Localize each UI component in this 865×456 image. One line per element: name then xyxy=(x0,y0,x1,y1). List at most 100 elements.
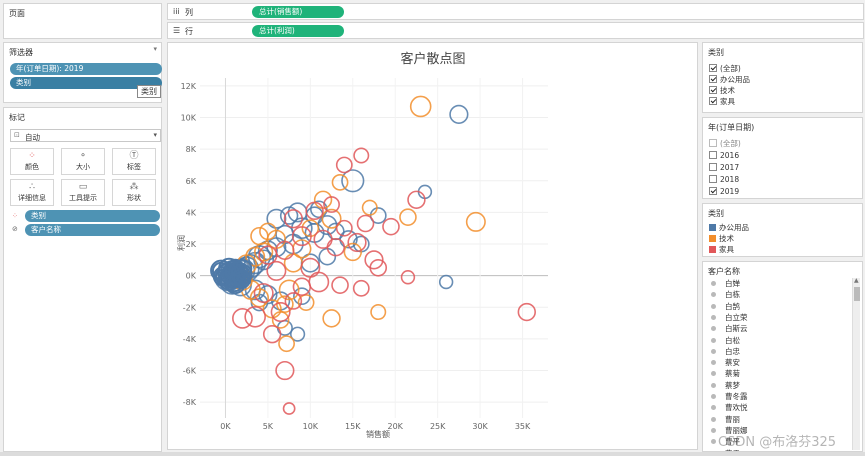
customer-filter-item[interactable]: 白鹄 xyxy=(703,301,740,312)
scatter-point[interactable] xyxy=(400,270,416,285)
scatter-point[interactable] xyxy=(341,169,365,193)
scatter-point[interactable] xyxy=(284,292,303,310)
chart-panel[interactable]: 客户散点图 12K 10K 8K 6K 4K 2K 0K -2K -4K -6K -8K 0K 5K 10… xyxy=(167,42,698,450)
filter-pill-category[interactable]: 类别 xyxy=(10,77,162,89)
scatter-point[interactable] xyxy=(323,196,340,213)
columns-pill-sales[interactable]: 总计(销售额) xyxy=(252,6,344,18)
customer-filter-item[interactable]: 曹平 xyxy=(703,436,740,447)
scatter-point[interactable] xyxy=(297,294,315,311)
shape-button[interactable]: ⁂ 形状 xyxy=(112,179,156,206)
scroll-up-icon[interactable]: ▲ xyxy=(854,277,859,284)
scatter-point[interactable] xyxy=(438,274,454,290)
scatter-point[interactable] xyxy=(300,257,321,278)
scatter-point[interactable] xyxy=(517,302,536,322)
scatter-point[interactable] xyxy=(291,226,312,247)
scatter-point[interactable] xyxy=(262,299,282,319)
year-filter-item[interactable]: 2019 xyxy=(709,186,739,197)
category-filter-item[interactable]: 技术 xyxy=(709,85,735,96)
mark-type-select[interactable]: ⊡ 自动 ▾ xyxy=(10,129,161,142)
columns-shelf[interactable]: iii 列 总计(销售额) xyxy=(167,3,864,20)
filters-menu-icon[interactable]: ▾ xyxy=(153,45,157,53)
scatter-point[interactable] xyxy=(343,242,362,262)
marks-field-customer[interactable]: 客户名称 xyxy=(25,224,160,236)
customer-filter-item[interactable]: 白立荣 xyxy=(703,312,748,323)
scatter-point[interactable] xyxy=(275,240,295,260)
checkbox-icon[interactable] xyxy=(709,139,717,147)
scatter-point[interactable] xyxy=(232,307,253,329)
checkbox-checked-icon[interactable] xyxy=(709,86,717,94)
scatter-point[interactable] xyxy=(283,209,303,229)
scatter-point[interactable] xyxy=(266,260,287,281)
checkbox-checked-icon[interactable] xyxy=(709,75,717,83)
customer-filter-item[interactable]: 白忠 xyxy=(703,346,740,357)
scatter-point[interactable] xyxy=(331,276,349,294)
customer-filter-item[interactable]: 曹冬露 xyxy=(703,391,748,402)
filter-pill-year[interactable]: 年(订单日期): 2019 xyxy=(10,63,162,75)
category-filter-card[interactable]: 类别 (全部) 办公用品 技术 家具 xyxy=(702,42,863,113)
customer-filter-item[interactable]: 白斯云 xyxy=(703,323,748,334)
customer-filter-item[interactable]: 蔡菊 xyxy=(703,368,740,379)
scatter-point[interactable] xyxy=(282,402,296,415)
label-button[interactable]: Ⓣ 标签 xyxy=(112,148,156,175)
scrollbar[interactable]: ▲ xyxy=(852,277,860,450)
scatter-point[interactable] xyxy=(250,226,269,246)
scatter-point[interactable] xyxy=(318,247,337,266)
customer-filter-item[interactable]: 蔡安 xyxy=(703,357,740,368)
rows-shelf[interactable]: ☰ 行 总计(利润) xyxy=(167,22,864,39)
scatter-point[interactable] xyxy=(321,208,342,229)
category-filter-item[interactable]: (全部) xyxy=(709,63,741,74)
color-legend-item[interactable]: 办公用品 xyxy=(709,222,749,233)
scatter-point[interactable] xyxy=(364,250,384,270)
category-filter-item[interactable]: 办公用品 xyxy=(709,74,750,85)
scatter-point[interactable] xyxy=(313,190,333,209)
color-button[interactable]: ⁘ 颜色 xyxy=(10,148,54,175)
scatter-point[interactable] xyxy=(290,326,306,342)
customer-filter-item[interactable]: 曹雪 xyxy=(703,448,740,451)
rows-pill-profit[interactable]: 总计(利润) xyxy=(252,25,344,37)
scatter-point[interactable] xyxy=(278,335,295,353)
color-legend-card[interactable]: 类别 办公用品 技术 家具 xyxy=(702,203,863,257)
scatter-point[interactable] xyxy=(331,173,349,191)
scatter-point[interactable] xyxy=(361,199,378,216)
checkbox-checked-icon[interactable] xyxy=(709,97,717,105)
scatter-point[interactable] xyxy=(449,104,469,124)
scatter-point[interactable] xyxy=(225,274,244,293)
scatter-point[interactable] xyxy=(292,277,312,296)
scatter-point[interactable] xyxy=(210,259,233,282)
tooltip-button[interactable]: ▭ 工具提示 xyxy=(61,179,105,206)
scatter-point[interactable] xyxy=(409,95,432,118)
scatter-point[interactable] xyxy=(253,283,274,304)
detail-button[interactable]: ∴ 详细信息 xyxy=(10,179,54,206)
year-filter-item[interactable]: 2016 xyxy=(709,150,739,161)
scatter-point[interactable] xyxy=(347,232,367,253)
pages-panel[interactable]: 页面 xyxy=(3,3,162,39)
checkbox-checked-icon[interactable] xyxy=(709,187,717,195)
scatter-point[interactable] xyxy=(399,208,417,226)
checkbox-checked-icon[interactable] xyxy=(709,64,717,72)
customer-filter-item[interactable]: 曹欢悦 xyxy=(703,402,748,413)
color-legend-item[interactable]: 技术 xyxy=(709,233,734,244)
year-filter-item[interactable]: 2018 xyxy=(709,174,739,185)
scatter-point[interactable] xyxy=(370,304,387,321)
scatter-point[interactable] xyxy=(266,208,287,229)
customer-filter-item[interactable]: 白婵 xyxy=(703,278,740,289)
scatter-point[interactable] xyxy=(326,238,346,257)
scatter-chart[interactable]: 客户散点图 12K 10K 8K 6K 4K 2K 0K -2K -4K -6K -8K 0K 5K 10… xyxy=(168,43,699,451)
scatter-point[interactable] xyxy=(275,360,295,381)
scatter-point[interactable] xyxy=(305,201,324,221)
scatter-point[interactable] xyxy=(335,156,353,174)
scatter-point[interactable] xyxy=(228,261,249,282)
customer-filter-item[interactable]: 曹丽 xyxy=(703,414,740,425)
scatter-point[interactable] xyxy=(278,279,300,301)
scrollbar-thumb[interactable] xyxy=(854,287,860,301)
customer-filter-card[interactable]: 客户名称 白婵 白栋 白鹄 白立荣 白斯云 白松 白忠 蔡安 蔡菊 蔡梦 曹冬露 曹欢悦 曹丽 曹丽娜 曹平… xyxy=(702,261,863,452)
checkbox-icon[interactable] xyxy=(709,163,717,171)
customer-filter-item[interactable]: 曹丽娜 xyxy=(703,425,748,436)
category-filter-item[interactable]: 家具 xyxy=(709,96,735,107)
scatter-point[interactable] xyxy=(465,211,486,232)
filters-panel[interactable]: 筛选器 ▾ 年(订单日期): 2019 类别 类别 xyxy=(3,42,162,103)
year-filter-item[interactable]: (全部) xyxy=(709,138,741,149)
scatter-point[interactable] xyxy=(262,324,282,344)
scatter-point[interactable] xyxy=(322,309,341,328)
scatter-point[interactable] xyxy=(244,305,266,328)
